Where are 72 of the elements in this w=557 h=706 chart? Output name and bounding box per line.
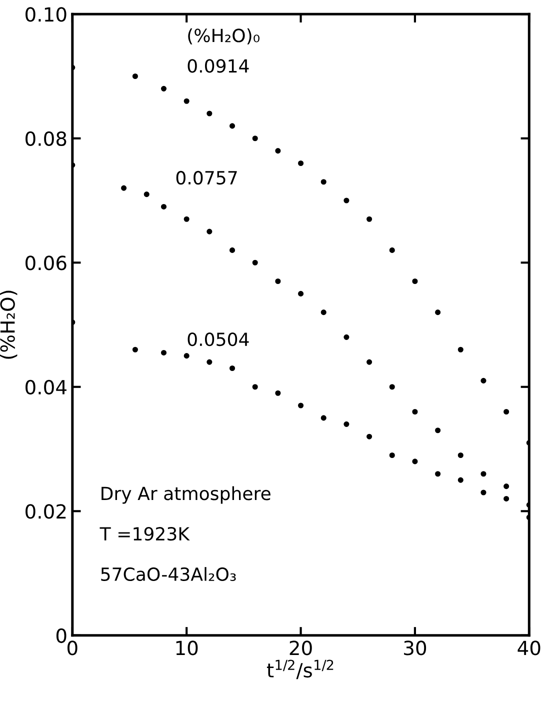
point	[458, 477, 464, 483]
point	[458, 452, 464, 458]
point	[206, 359, 212, 365]
legend-title: (%H₂O)₀	[188, 28, 260, 44]
y-tick-label: 0	[56, 628, 66, 644]
x-tick-label: 10	[176, 640, 198, 656]
point	[366, 434, 372, 440]
point	[275, 278, 281, 284]
point	[229, 123, 236, 129]
point	[298, 402, 304, 408]
y-tick-label: 0.10	[26, 7, 66, 22]
point	[504, 496, 510, 502]
point	[344, 421, 350, 427]
point	[184, 353, 190, 359]
point	[389, 384, 395, 390]
x-tick-label: 30	[404, 640, 426, 656]
point	[160, 350, 167, 356]
point	[206, 228, 212, 234]
point	[366, 216, 372, 222]
point	[184, 216, 190, 222]
point	[412, 278, 418, 284]
point	[320, 310, 326, 316]
x-tick-label: 0	[68, 640, 78, 656]
point	[160, 204, 167, 210]
annotation: Dry Ar atmosphere	[102, 486, 270, 504]
point	[320, 179, 326, 185]
x-tick-label: 20	[290, 640, 312, 656]
annotation: T =1923K	[100, 526, 190, 541]
series-label: 0.0504	[188, 332, 249, 346]
annotation: 57CaO-43Al₂O₃	[101, 567, 236, 582]
point	[121, 185, 127, 191]
x-tick-label: 40	[518, 640, 540, 656]
point	[366, 359, 372, 365]
point	[320, 415, 326, 421]
point	[344, 334, 350, 340]
point	[298, 160, 304, 166]
point	[389, 247, 395, 253]
point	[252, 260, 258, 266]
point	[132, 73, 138, 80]
y-tick-label: 0.04	[26, 380, 66, 395]
point	[160, 86, 167, 92]
point	[206, 110, 212, 116]
y-tick-label: 0.02	[26, 504, 66, 519]
point	[229, 365, 236, 372]
point	[252, 384, 258, 390]
point	[435, 471, 441, 477]
point	[480, 378, 486, 384]
point	[229, 247, 236, 253]
point	[504, 408, 510, 415]
point	[389, 452, 395, 458]
y-tick-label: 0.08	[26, 131, 66, 146]
point	[275, 390, 281, 396]
point	[458, 346, 464, 352]
point	[132, 346, 138, 352]
point	[275, 148, 281, 154]
y-tick-label: 0.06	[26, 256, 66, 270]
point	[252, 136, 258, 142]
point	[504, 484, 510, 490]
point	[144, 192, 150, 198]
point	[480, 490, 486, 496]
series-label: 0.0914	[188, 59, 249, 73]
point	[480, 471, 486, 477]
point	[412, 458, 418, 464]
x-axis-title: t$^{1/2}$/s$^{1/2}$	[266, 660, 334, 680]
point	[435, 428, 441, 434]
point	[298, 290, 304, 296]
point	[184, 98, 190, 104]
point	[412, 408, 418, 415]
point	[344, 198, 350, 204]
series-label: 0.0757	[176, 170, 237, 185]
y-axis-title: (%H₂O)	[0, 290, 18, 359]
point	[435, 310, 441, 316]
